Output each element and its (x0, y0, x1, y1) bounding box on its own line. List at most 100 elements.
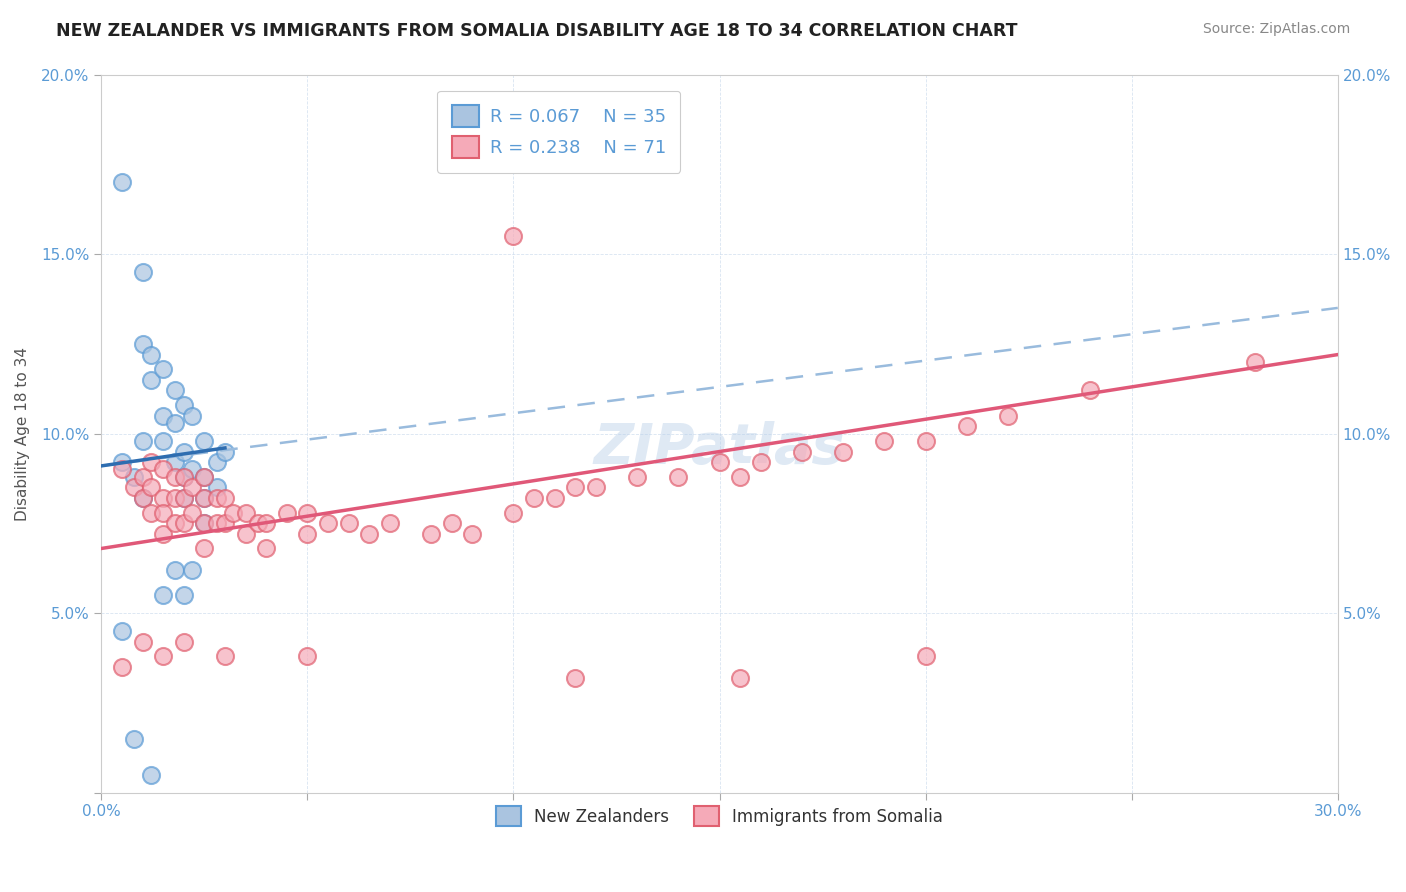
Point (205, 455, 228, 469)
Point (131, 434, 153, 448)
Point (181, 409, 204, 423)
Point (214, 516, 236, 531)
Point (193, 469, 215, 483)
Point (193, 516, 215, 531)
Point (152, 491, 174, 506)
Point (297, 506, 319, 520)
Point (564, 480, 586, 494)
Point (111, 175, 134, 189)
Point (420, 527, 443, 541)
Point (626, 469, 648, 483)
Legend: New Zealanders, Immigrants from Somalia: New Zealanders, Immigrants from Somalia (488, 797, 952, 835)
Point (378, 516, 401, 531)
Point (297, 527, 319, 541)
Point (749, 455, 772, 469)
Point (139, 767, 162, 781)
Point (152, 527, 174, 541)
Point (139, 348, 162, 362)
Text: Source: ZipAtlas.com: Source: ZipAtlas.com (1202, 22, 1350, 37)
Point (111, 462, 134, 476)
Point (502, 506, 524, 520)
Point (276, 506, 298, 520)
Point (193, 541, 215, 556)
Text: ZIPatlas: ZIPatlas (593, 421, 845, 475)
Point (173, 444, 195, 458)
Point (1080, 384, 1102, 398)
Point (297, 649, 319, 664)
Point (956, 419, 979, 434)
Point (165, 469, 187, 483)
Point (181, 563, 204, 577)
Point (337, 516, 360, 531)
Point (205, 480, 228, 494)
Point (214, 444, 236, 458)
Point (254, 516, 277, 531)
Point (790, 444, 813, 458)
Point (173, 469, 195, 483)
Point (152, 434, 174, 448)
Point (235, 527, 257, 541)
Point (165, 491, 187, 506)
Point (139, 506, 162, 520)
Point (152, 506, 174, 520)
Point (832, 444, 855, 458)
Point (585, 480, 607, 494)
Y-axis label: Disability Age 18 to 34: Disability Age 18 to 34 (15, 347, 30, 521)
Point (316, 516, 339, 531)
Point (728, 671, 751, 685)
Point (709, 455, 731, 469)
Point (193, 434, 215, 448)
Point (173, 491, 195, 506)
Point (173, 635, 195, 649)
Point (173, 469, 195, 483)
Point (111, 660, 134, 674)
Point (205, 516, 228, 531)
Point (131, 336, 153, 351)
Point (193, 516, 215, 531)
Point (214, 491, 236, 506)
Point (214, 649, 236, 664)
Point (152, 409, 174, 423)
Text: NEW ZEALANDER VS IMMIGRANTS FROM SOMALIA DISABILITY AGE 18 TO 34 CORRELATION CHA: NEW ZEALANDER VS IMMIGRANTS FROM SOMALIA… (56, 22, 1018, 40)
Point (440, 516, 463, 531)
Point (122, 731, 145, 746)
Point (564, 671, 586, 685)
Point (873, 434, 896, 448)
Point (246, 516, 269, 531)
Point (139, 455, 162, 469)
Point (139, 480, 162, 494)
Point (173, 516, 195, 531)
Point (181, 506, 204, 520)
Point (165, 563, 187, 577)
Point (254, 541, 277, 556)
Point (152, 362, 174, 376)
Point (122, 480, 145, 494)
Point (666, 469, 689, 483)
Point (131, 635, 153, 649)
Point (131, 491, 153, 506)
Point (728, 469, 751, 483)
Point (131, 265, 153, 279)
Point (139, 373, 162, 387)
Point (997, 409, 1019, 423)
Point (181, 480, 204, 494)
Point (222, 506, 245, 520)
Point (205, 491, 228, 506)
Point (193, 491, 215, 506)
Point (235, 506, 257, 520)
Point (193, 491, 215, 506)
Point (173, 398, 195, 412)
Point (131, 469, 153, 483)
Point (165, 516, 187, 531)
Point (165, 455, 187, 469)
Point (1244, 355, 1267, 369)
Point (173, 491, 195, 506)
Point (111, 455, 134, 469)
Point (523, 491, 546, 506)
Point (165, 416, 187, 430)
Point (111, 624, 134, 638)
Point (914, 434, 936, 448)
Point (543, 491, 565, 506)
Point (914, 649, 936, 664)
Point (359, 527, 381, 541)
